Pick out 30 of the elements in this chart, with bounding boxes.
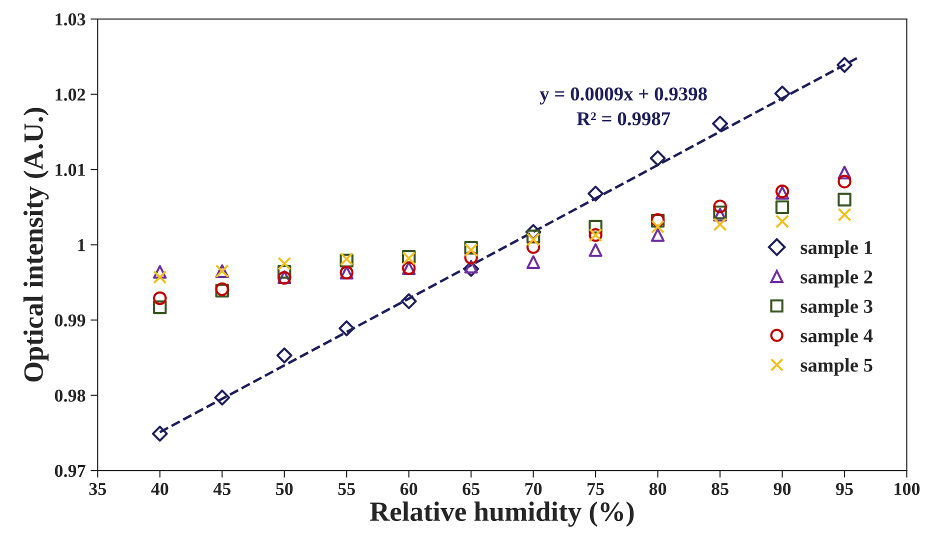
x-tick-label: 55 — [338, 483, 355, 496]
y-axis-title: Optical intensity (A.U.) — [23, 108, 49, 382]
y-tick-label: 1.02 — [56, 88, 86, 101]
y-tick-label: 1.01 — [56, 164, 85, 176]
x-axis-title: Relative humidity (%) — [370, 502, 634, 527]
annotation: y = 0.0009x + 0.9398 — [540, 87, 707, 105]
annotation: R² = 0.9987 — [576, 112, 670, 126]
y-tick-label: 0.97 — [54, 464, 86, 478]
legend-label: sample 2 — [800, 270, 872, 288]
legend-label: sample 4 — [800, 328, 873, 346]
y-tick-label: 0.98 — [54, 390, 86, 402]
x-tick-label: 95 — [836, 482, 853, 496]
y-tick-label: 1 — [78, 239, 85, 252]
y-tick-label: 1.03 — [56, 13, 86, 26]
legend-label: sample 3 — [800, 299, 872, 317]
x-tick-label: 70 — [525, 482, 542, 496]
x-tick-label: 40 — [151, 482, 168, 496]
x-tick-label: 75 — [588, 483, 604, 496]
x-tick-label: 50 — [276, 482, 293, 496]
x-tick-label: 80 — [649, 482, 666, 496]
x-tick-label: 85 — [712, 482, 728, 496]
x-tick-label: 100 — [894, 482, 920, 496]
x-tick-label: 65 — [462, 482, 480, 496]
x-tick-label: 45 — [213, 483, 230, 496]
x-tick-label: 60 — [400, 482, 418, 496]
y-tick-label: 0.99 — [54, 314, 86, 327]
legend-label: sample 5 — [800, 358, 872, 376]
x-tick-label: 90 — [774, 482, 791, 496]
x-tick-label: 35 — [89, 482, 106, 496]
legend-label: sample 1 — [800, 240, 872, 258]
